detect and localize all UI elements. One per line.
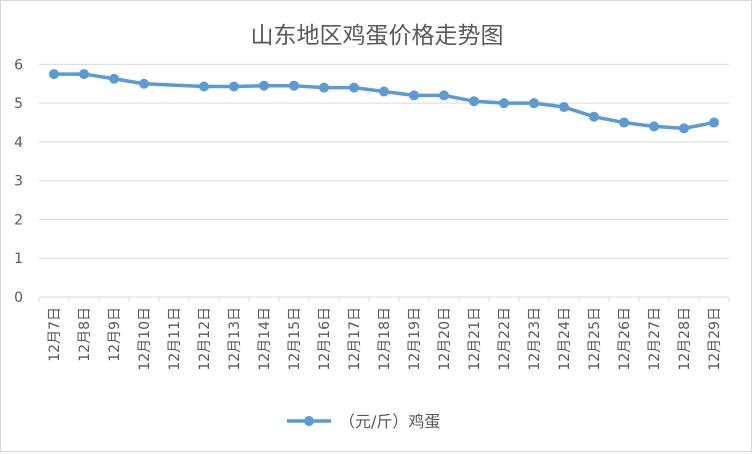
x-tick-label: 12月24日	[557, 307, 573, 371]
data-point-18	[589, 111, 599, 122]
data-point-13	[439, 90, 449, 101]
x-tick-label: 12月29日	[707, 307, 723, 371]
data-point-3	[139, 78, 149, 89]
data-point-15	[499, 98, 509, 109]
data-point-0	[49, 69, 59, 80]
y-tick-label: 3	[14, 174, 23, 190]
data-point-10	[349, 82, 359, 93]
data-point-16	[529, 98, 539, 109]
y-tick-label: 6	[14, 57, 23, 73]
y-axis: 0 1 2 3 4 5 6	[14, 57, 23, 306]
legend-label: （元/斤）鸡蛋	[339, 412, 440, 431]
y-tick-label: 1	[14, 251, 23, 267]
data-point-17	[559, 102, 569, 113]
x-tick-label: 12月21日	[467, 307, 483, 371]
x-tick-label: 12月27日	[647, 307, 663, 371]
x-tick-label: 12月10日	[137, 307, 153, 371]
data-point-20	[649, 121, 659, 132]
legend: （元/斤）鸡蛋	[287, 412, 440, 431]
x-tick-label: 12月26日	[617, 307, 633, 371]
x-tick-label: 12月9日	[107, 307, 123, 362]
y-tick-label: 2	[14, 212, 23, 228]
data-point-21	[679, 123, 689, 134]
x-tick-label: 12月20日	[437, 307, 453, 371]
x-tick-label: 12月23日	[527, 307, 543, 371]
data-point-1	[79, 69, 89, 80]
x-tick-label: 12月25日	[587, 307, 603, 371]
x-tick-label: 12月12日	[197, 307, 213, 371]
data-point-12	[409, 90, 419, 101]
data-point-2	[109, 73, 119, 84]
x-tick-label: 12月15日	[287, 307, 303, 371]
x-tick-label: 12月14日	[257, 307, 273, 371]
chart-title: 山东地区鸡蛋价格走势图	[251, 23, 504, 49]
x-tick-label: 12月19日	[407, 307, 423, 371]
data-point-11	[379, 86, 389, 97]
x-tick-label: 12月8日	[77, 307, 93, 362]
x-tick-label: 12月28日	[677, 307, 693, 371]
x-tick-label: 12月18日	[377, 307, 393, 371]
y-tick-label: 0	[14, 290, 23, 306]
x-tick-label: 12月13日	[227, 307, 243, 371]
x-tick-label: 12月22日	[497, 307, 513, 371]
data-point-9	[319, 82, 329, 93]
x-axis: 12月7日 12月8日 12月9日 12月10日 12月11日 12月12日 12月13日 1…	[38, 297, 730, 371]
x-tick-label: 12月16日	[317, 307, 333, 371]
x-tick-label: 12月11日	[167, 307, 183, 371]
y-tick-label: 5	[14, 96, 23, 112]
series-line	[54, 72, 715, 131]
data-point-5	[199, 81, 209, 92]
data-point-8	[289, 80, 299, 91]
y-tick-label: 4	[14, 135, 23, 151]
data-point-19	[619, 117, 629, 128]
x-tick-label: 12月17日	[347, 307, 363, 371]
series-layer	[49, 69, 719, 134]
data-point-7	[259, 80, 269, 91]
data-point-6	[229, 81, 239, 92]
data-point-22	[709, 117, 719, 128]
gridlines	[39, 63, 729, 298]
x-tick-label: 12月7日	[47, 307, 63, 362]
data-point-14	[469, 96, 479, 107]
legend-swatch-marker	[304, 416, 314, 426]
